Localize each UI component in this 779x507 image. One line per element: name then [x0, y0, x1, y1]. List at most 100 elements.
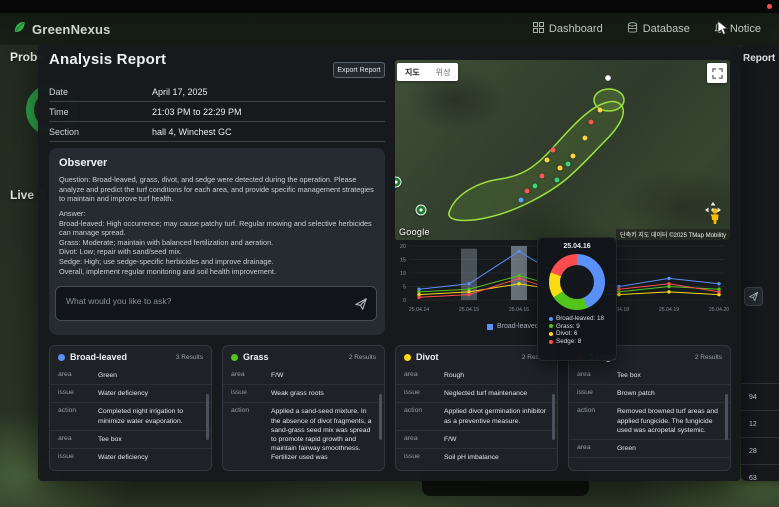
tab-satellite[interactable]: 위성 — [435, 67, 451, 77]
send-button[interactable] — [744, 287, 763, 306]
nav-label: Notice — [729, 23, 761, 35]
detection-dot — [565, 161, 571, 167]
detection-dot — [544, 157, 550, 163]
chart-tooltip: 25.04.16 Broad-leaved: 18 Grass: 9 Divot: … — [537, 237, 617, 361]
detection-trend-chart: 0510152025.04.1425.04.1525.04.1625.04.17… — [395, 242, 730, 330]
category-cards: Broad-leaved 3 Results area Green issue Water… — [49, 345, 731, 471]
detail-row: area Green — [569, 440, 730, 459]
map-canvas[interactable]: 지도 위성 Google 단축키 지도 데이터 ©2025 TMap Mobil… — [395, 60, 730, 240]
side-panel-title: Report — [743, 53, 776, 64]
svg-text:10: 10 — [400, 271, 406, 277]
fullscreen-icon[interactable] — [707, 63, 727, 83]
detail-row: action Applied a sand-seed mixture. In th… — [223, 403, 384, 466]
golf-course-outline — [448, 74, 625, 222]
category-name: Grass — [243, 352, 269, 362]
detail-row: issue Weak grass roots — [223, 385, 384, 404]
system-top-bar — [0, 0, 779, 13]
side-table-row: 28 — [741, 437, 779, 464]
brand[interactable]: GreenNexus — [12, 19, 111, 40]
svg-text:20: 20 — [400, 244, 406, 250]
category-detail-list[interactable]: area Rough issue Neglected turf maintenance… — [396, 367, 557, 466]
tooltip-legend-row: Divot: 6 — [549, 330, 616, 338]
ask-input[interactable] — [66, 296, 354, 306]
category-detail-list[interactable]: area Green issue Water deficiency action Comp… — [50, 367, 211, 466]
nav-label: Dashboard — [548, 23, 603, 35]
map-pin-marker[interactable] — [415, 204, 427, 216]
detection-dot — [597, 107, 603, 113]
map-type-tabs: 지도 위성 — [397, 63, 459, 81]
tooltip-date: 25.04.16 — [563, 243, 591, 250]
side-table: 94 12 28 63 — [741, 383, 779, 491]
detail-row: area F/W — [223, 367, 384, 386]
trend-chart-svg: 0510152025.04.1425.04.1525.04.1625.04.17… — [400, 244, 729, 313]
tooltip-legend: Broad-leaved: 18 Grass: 9 Divot: 6 Sedge: 8 — [538, 315, 616, 345]
category-name: Divot — [416, 352, 439, 362]
detection-dot — [582, 135, 588, 141]
detection-dot — [588, 119, 594, 125]
google-logo[interactable]: Google — [399, 227, 430, 237]
svg-text:0: 0 — [403, 298, 406, 304]
mouse-cursor — [717, 20, 729, 41]
side-table-row: 94 — [741, 383, 779, 410]
detection-dot — [557, 165, 563, 171]
legend-dot — [549, 339, 553, 344]
detection-dot — [570, 153, 576, 159]
main-nav: Dashboard Database Notice — [532, 21, 761, 37]
detail-row: issue Water deficiency — [50, 449, 211, 466]
card-scrollbar[interactable] — [552, 394, 555, 440]
detail-row: issue Water deficiency — [50, 385, 211, 404]
category-color-dot — [404, 353, 411, 361]
send-question-button[interactable] — [354, 297, 368, 311]
chart-legend: Broad-leaved — [487, 323, 730, 330]
report-field-time: Time 21:03 PM to 22:29 PM — [49, 102, 385, 122]
side-table-row: 12 — [741, 410, 779, 437]
app-header: GreenNexus Dashboard Database Notice — [0, 13, 779, 45]
category-detail-list[interactable]: area F/W issue Weak grass roots action Applie… — [223, 367, 384, 466]
legend-item-broad-leaved[interactable]: Broad-leaved — [487, 323, 539, 330]
dashboard-grid-icon — [532, 22, 544, 36]
card-scrollbar[interactable] — [725, 394, 728, 440]
map-attribution[interactable]: 단축키 지도 데이터 ©2025 TMap Mobility — [616, 229, 730, 240]
greennexus-logo-icon — [12, 19, 27, 40]
svg-text:25.04.19: 25.04.19 — [659, 307, 679, 313]
svg-text:25.04.14: 25.04.14 — [409, 307, 429, 313]
detail-row: area F/W — [396, 431, 557, 449]
pegman-icon[interactable] — [710, 208, 720, 230]
svg-text:25.04.18: 25.04.18 — [609, 307, 629, 313]
report-field-section: Section hall 4, Winchest GC — [49, 122, 385, 142]
tab-map[interactable]: 지도 — [405, 67, 420, 77]
category-results-count: 2 Results — [694, 353, 722, 361]
detection-dot — [539, 173, 545, 179]
observer-answer: Answer: Broad-leaved: High occurrence; m… — [59, 208, 372, 276]
detection-dot — [524, 188, 530, 194]
nav-item-dashboard[interactable]: Dashboard — [532, 22, 603, 36]
card-scrollbar[interactable] — [206, 394, 209, 440]
svg-text:25.04.16: 25.04.16 — [509, 307, 529, 313]
legend-dot — [549, 331, 553, 336]
export-report-button[interactable]: Export Report — [333, 62, 385, 78]
analysis-report-modal: Analysis Report Export Report Date April … — [38, 45, 740, 481]
detail-row: action Removed browned turf areas and app… — [569, 403, 730, 440]
legend-dot — [549, 324, 553, 329]
category-results-count: 3 Results — [175, 353, 203, 361]
category-name: Broad-leaved — [70, 352, 128, 362]
live-panel-label: Live S — [10, 188, 46, 202]
category-color-dot — [231, 353, 238, 361]
detection-dot — [554, 177, 560, 183]
tooltip-donut — [549, 254, 605, 310]
card-scrollbar[interactable] — [379, 394, 382, 440]
side-table-row: 63 — [741, 464, 779, 491]
nav-item-database[interactable]: Database — [627, 21, 690, 37]
map-pin-marker[interactable] — [395, 176, 402, 188]
observer-question: Question: Broad-leaved, grass, divot, an… — [59, 175, 374, 204]
detail-row: area Rough — [396, 367, 557, 386]
detail-row: area Tee box — [50, 431, 211, 449]
ask-input-box — [55, 286, 377, 321]
category-detail-list[interactable]: area Tee box issue Brown patch action Removed… — [569, 367, 730, 466]
svg-text:15: 15 — [400, 258, 406, 264]
detail-row: action Applied divot germination inhibito… — [396, 403, 557, 431]
detection-dot — [532, 183, 538, 189]
nav-label: Database — [642, 23, 690, 35]
